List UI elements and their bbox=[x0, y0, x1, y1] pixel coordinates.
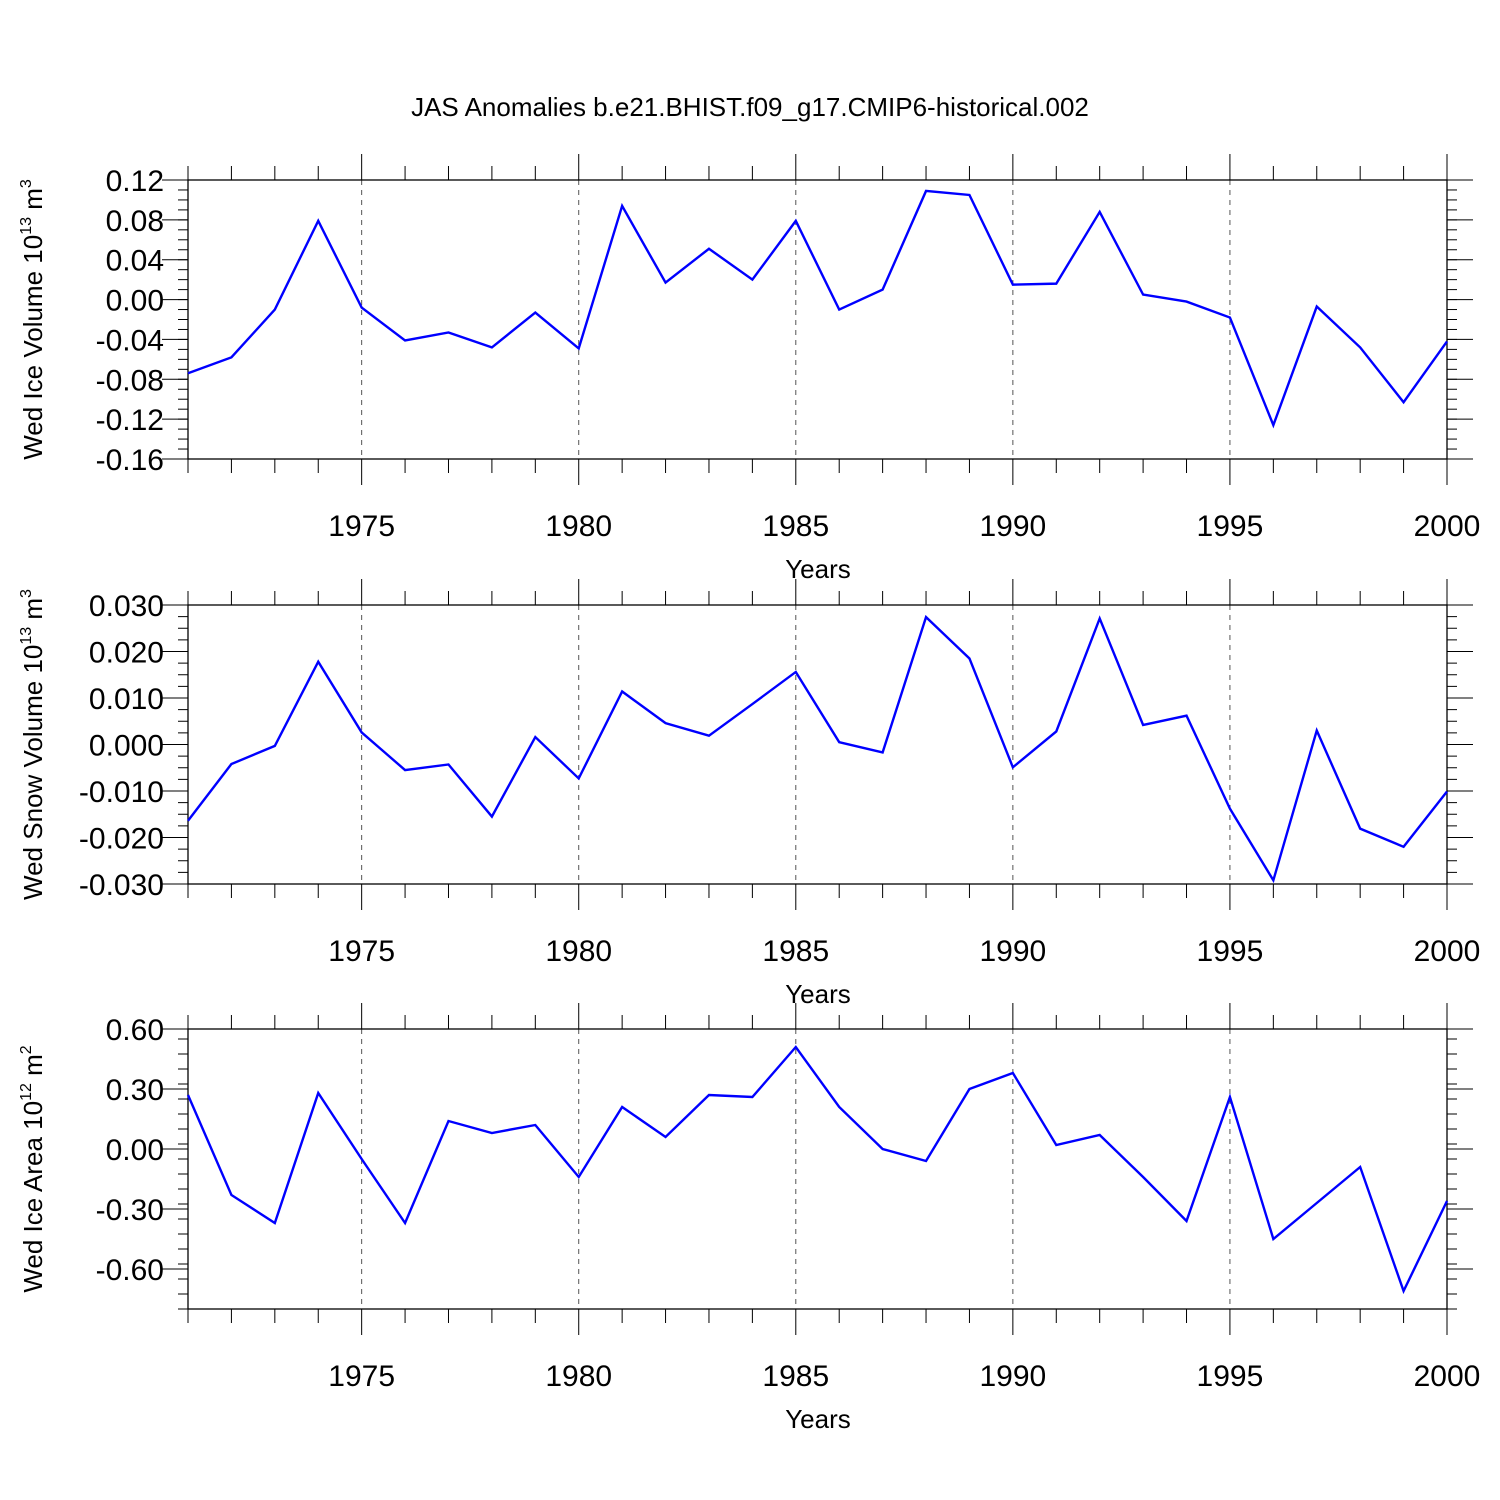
y-axis-title-sup: 13 bbox=[18, 627, 35, 645]
series-line bbox=[186, 1045, 1449, 1295]
x-tick-label: 2000 bbox=[1414, 1360, 1481, 1393]
y-axis-title-unit: m bbox=[18, 598, 48, 627]
y-tick-label: -0.30 bbox=[96, 1194, 164, 1227]
x-tick-label: 2000 bbox=[1414, 510, 1481, 543]
x-tick-label: 1995 bbox=[1197, 935, 1264, 968]
x-tick-label: 1985 bbox=[762, 935, 829, 968]
x-tick-label: 1980 bbox=[545, 935, 612, 968]
y-tick-label: 0.00 bbox=[106, 1134, 164, 1167]
x-tick-label: 1985 bbox=[762, 1360, 829, 1393]
y-tick-label: 0.60 bbox=[106, 1014, 164, 1047]
y-tick-label: -0.12 bbox=[96, 404, 164, 437]
x-tick-label: 1975 bbox=[328, 510, 395, 543]
y-tick-label: 0.030 bbox=[89, 590, 164, 623]
y-tick-label: -0.020 bbox=[79, 823, 164, 856]
y-axis-title-text: Wed Ice Volume 10 bbox=[18, 235, 48, 460]
y-tick-label: 0.000 bbox=[89, 730, 164, 763]
y-tick-label: 0.010 bbox=[89, 683, 164, 716]
x-tick-label: 1990 bbox=[979, 510, 1046, 543]
series-line bbox=[187, 189, 1448, 429]
x-tick-label: 1985 bbox=[762, 510, 829, 543]
y-tick-label: -0.010 bbox=[79, 776, 164, 809]
y-tick-label: 0.020 bbox=[89, 637, 164, 670]
y-tick-label: -0.08 bbox=[96, 364, 164, 397]
y-tick-label: -0.60 bbox=[96, 1254, 164, 1287]
y-tick-label: 0.30 bbox=[106, 1074, 164, 1107]
y-tick-label: 0.00 bbox=[106, 285, 164, 318]
x-tick-label: 1975 bbox=[328, 935, 395, 968]
y-tick-label: 0.04 bbox=[106, 245, 164, 278]
x-axis-title: Years bbox=[785, 554, 851, 584]
x-axis-title: Years bbox=[785, 979, 851, 1009]
y-axis-title-unit-sup: 3 bbox=[18, 179, 35, 188]
x-tick-label: 1975 bbox=[328, 1360, 395, 1393]
chart-panels: -0.16 -0.12 -0.08 -0.04 0.00 0.04 0.08 0.12 1975… bbox=[18, 154, 1480, 1434]
y-tick-label: 0.12 bbox=[106, 165, 164, 198]
x-tick-label: 1995 bbox=[1197, 510, 1264, 543]
x-tick-label: 2000 bbox=[1414, 935, 1481, 968]
x-tick-label: 1995 bbox=[1197, 1360, 1264, 1393]
y-axis-title-unit-sup: 3 bbox=[18, 589, 35, 598]
panel-2: -0.030 -0.020 -0.010 0.000 0.010 0.020 0.030 19… bbox=[18, 579, 1480, 1009]
y-axis-title: Wed Ice Area 1012 m2 bbox=[18, 1045, 48, 1292]
panel-3: -0.60 -0.30 0.00 0.30 0.60 1975 1980 1985 1990 19… bbox=[18, 1003, 1480, 1434]
y-axis-title-text: Wed Snow Volume 10 bbox=[18, 645, 48, 900]
x-tick-label: 1990 bbox=[979, 935, 1046, 968]
y-axis-title-unit: m bbox=[18, 188, 48, 217]
plot-frame bbox=[187, 1028, 1448, 1310]
y-axis-title-sup: 13 bbox=[18, 217, 35, 235]
y-tick-label: -0.030 bbox=[79, 869, 164, 902]
y-axis-title-unit: m bbox=[18, 1054, 48, 1083]
y-tick-label: -0.16 bbox=[96, 444, 164, 477]
x-tick-label: 1990 bbox=[979, 1360, 1046, 1393]
x-tick-label: 1980 bbox=[545, 510, 612, 543]
y-axis-title-text: Wed Ice Area 10 bbox=[18, 1101, 48, 1293]
y-axis-title: Wed Ice Volume 1013 m3 bbox=[18, 179, 48, 460]
chart-title: JAS Anomalies b.e21.BHIST.f09_g17.CMIP6-… bbox=[411, 92, 1089, 122]
x-tick-label: 1980 bbox=[545, 1360, 612, 1393]
x-axis-title: Years bbox=[785, 1404, 851, 1434]
y-axis-title-sup: 12 bbox=[18, 1083, 35, 1101]
panel-1: -0.16 -0.12 -0.08 -0.04 0.00 0.04 0.08 0.12 1975… bbox=[18, 154, 1480, 584]
series-line bbox=[187, 614, 1448, 884]
y-axis-title: Wed Snow Volume 1013 m3 bbox=[18, 589, 48, 900]
y-axis-title-unit-sup: 2 bbox=[18, 1045, 35, 1054]
y-tick-label: 0.08 bbox=[106, 205, 164, 238]
y-tick-label: -0.04 bbox=[96, 324, 164, 357]
